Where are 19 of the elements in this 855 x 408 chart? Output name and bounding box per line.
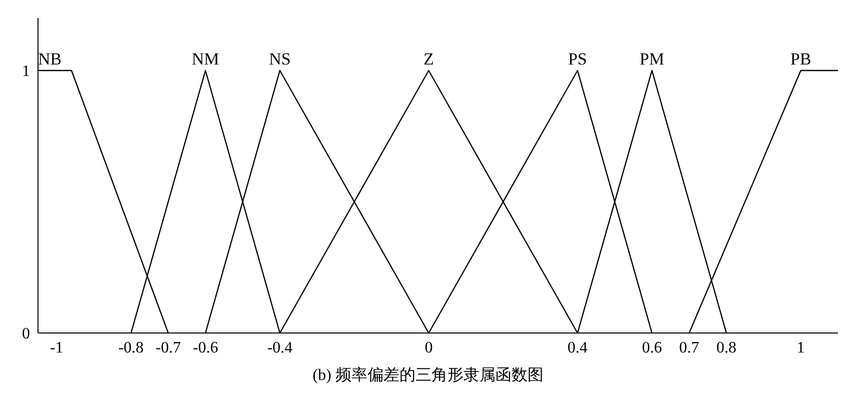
- x-tick-label: 0: [424, 339, 433, 356]
- series-label: PB: [790, 50, 812, 68]
- x-tick-label: 0.6: [642, 339, 662, 356]
- x-tick-label: -0.4: [267, 339, 293, 356]
- text: (b) 频率偏差的三角形隶属函数图: [312, 366, 544, 386]
- x-tick-label: 0.8: [716, 339, 736, 356]
- series-label: Z: [424, 50, 434, 68]
- x-tick-label: -0.7: [156, 339, 181, 356]
- x-tick-label: 0.7: [679, 339, 700, 356]
- x-tick-label: 1: [796, 339, 805, 356]
- series-label: NS: [268, 50, 291, 68]
- x-tick-label: -0.6: [192, 339, 218, 356]
- x-tick-label: -1: [50, 339, 64, 356]
- series-label: NM: [192, 50, 220, 68]
- x-tick-label: 0.4: [568, 339, 588, 356]
- series-label: PM: [640, 50, 664, 68]
- series-label: PS: [568, 50, 587, 68]
- series-label: NB: [38, 50, 62, 68]
- x-tick-label: -0.8: [118, 339, 144, 356]
